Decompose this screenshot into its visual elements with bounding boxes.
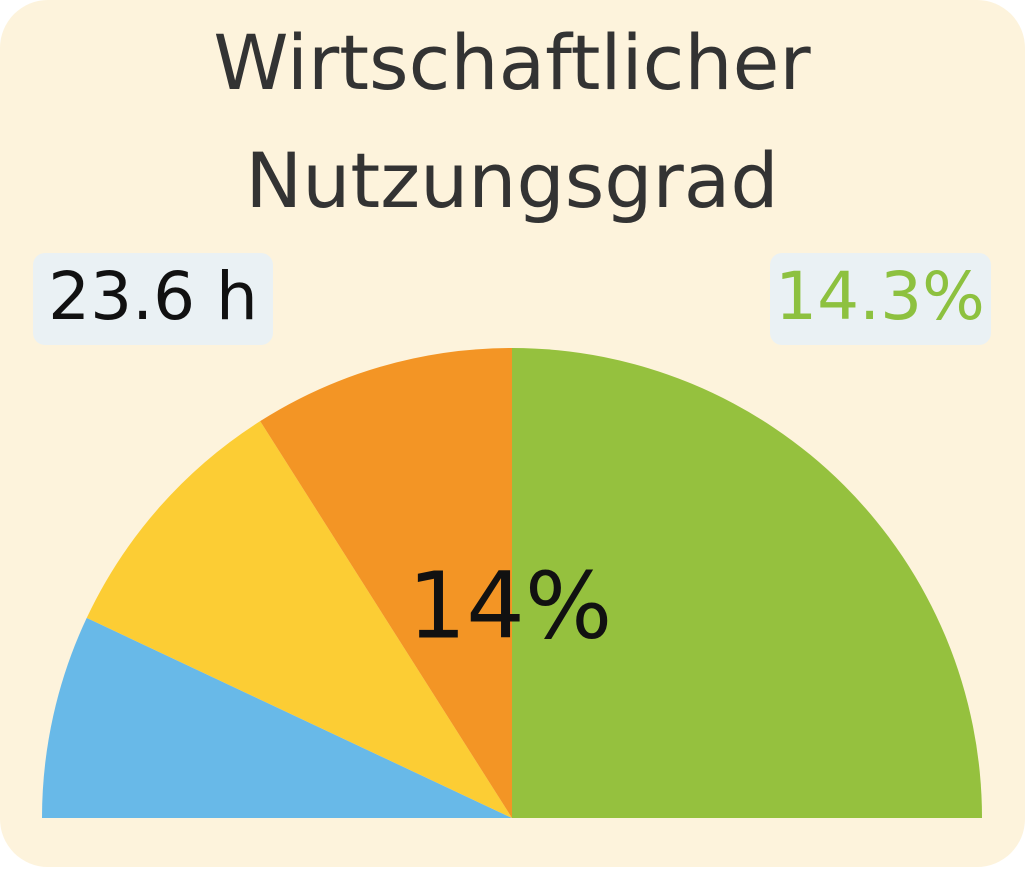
title-line: Nutzungsgrad <box>245 136 778 225</box>
gauge-segment <box>86 421 512 818</box>
center-label: 14% <box>408 552 612 659</box>
right-badge-bg <box>770 253 991 345</box>
title-line: Wirtschaftlicher <box>213 18 811 107</box>
right-badge: 14.3% <box>775 258 985 335</box>
left-badge: 23.6 h <box>48 258 258 335</box>
gauge-segment <box>42 617 512 818</box>
gauge-segment <box>260 348 512 818</box>
gauge-segment <box>512 348 982 818</box>
gauge <box>42 348 982 818</box>
left-badge-bg <box>33 253 273 345</box>
